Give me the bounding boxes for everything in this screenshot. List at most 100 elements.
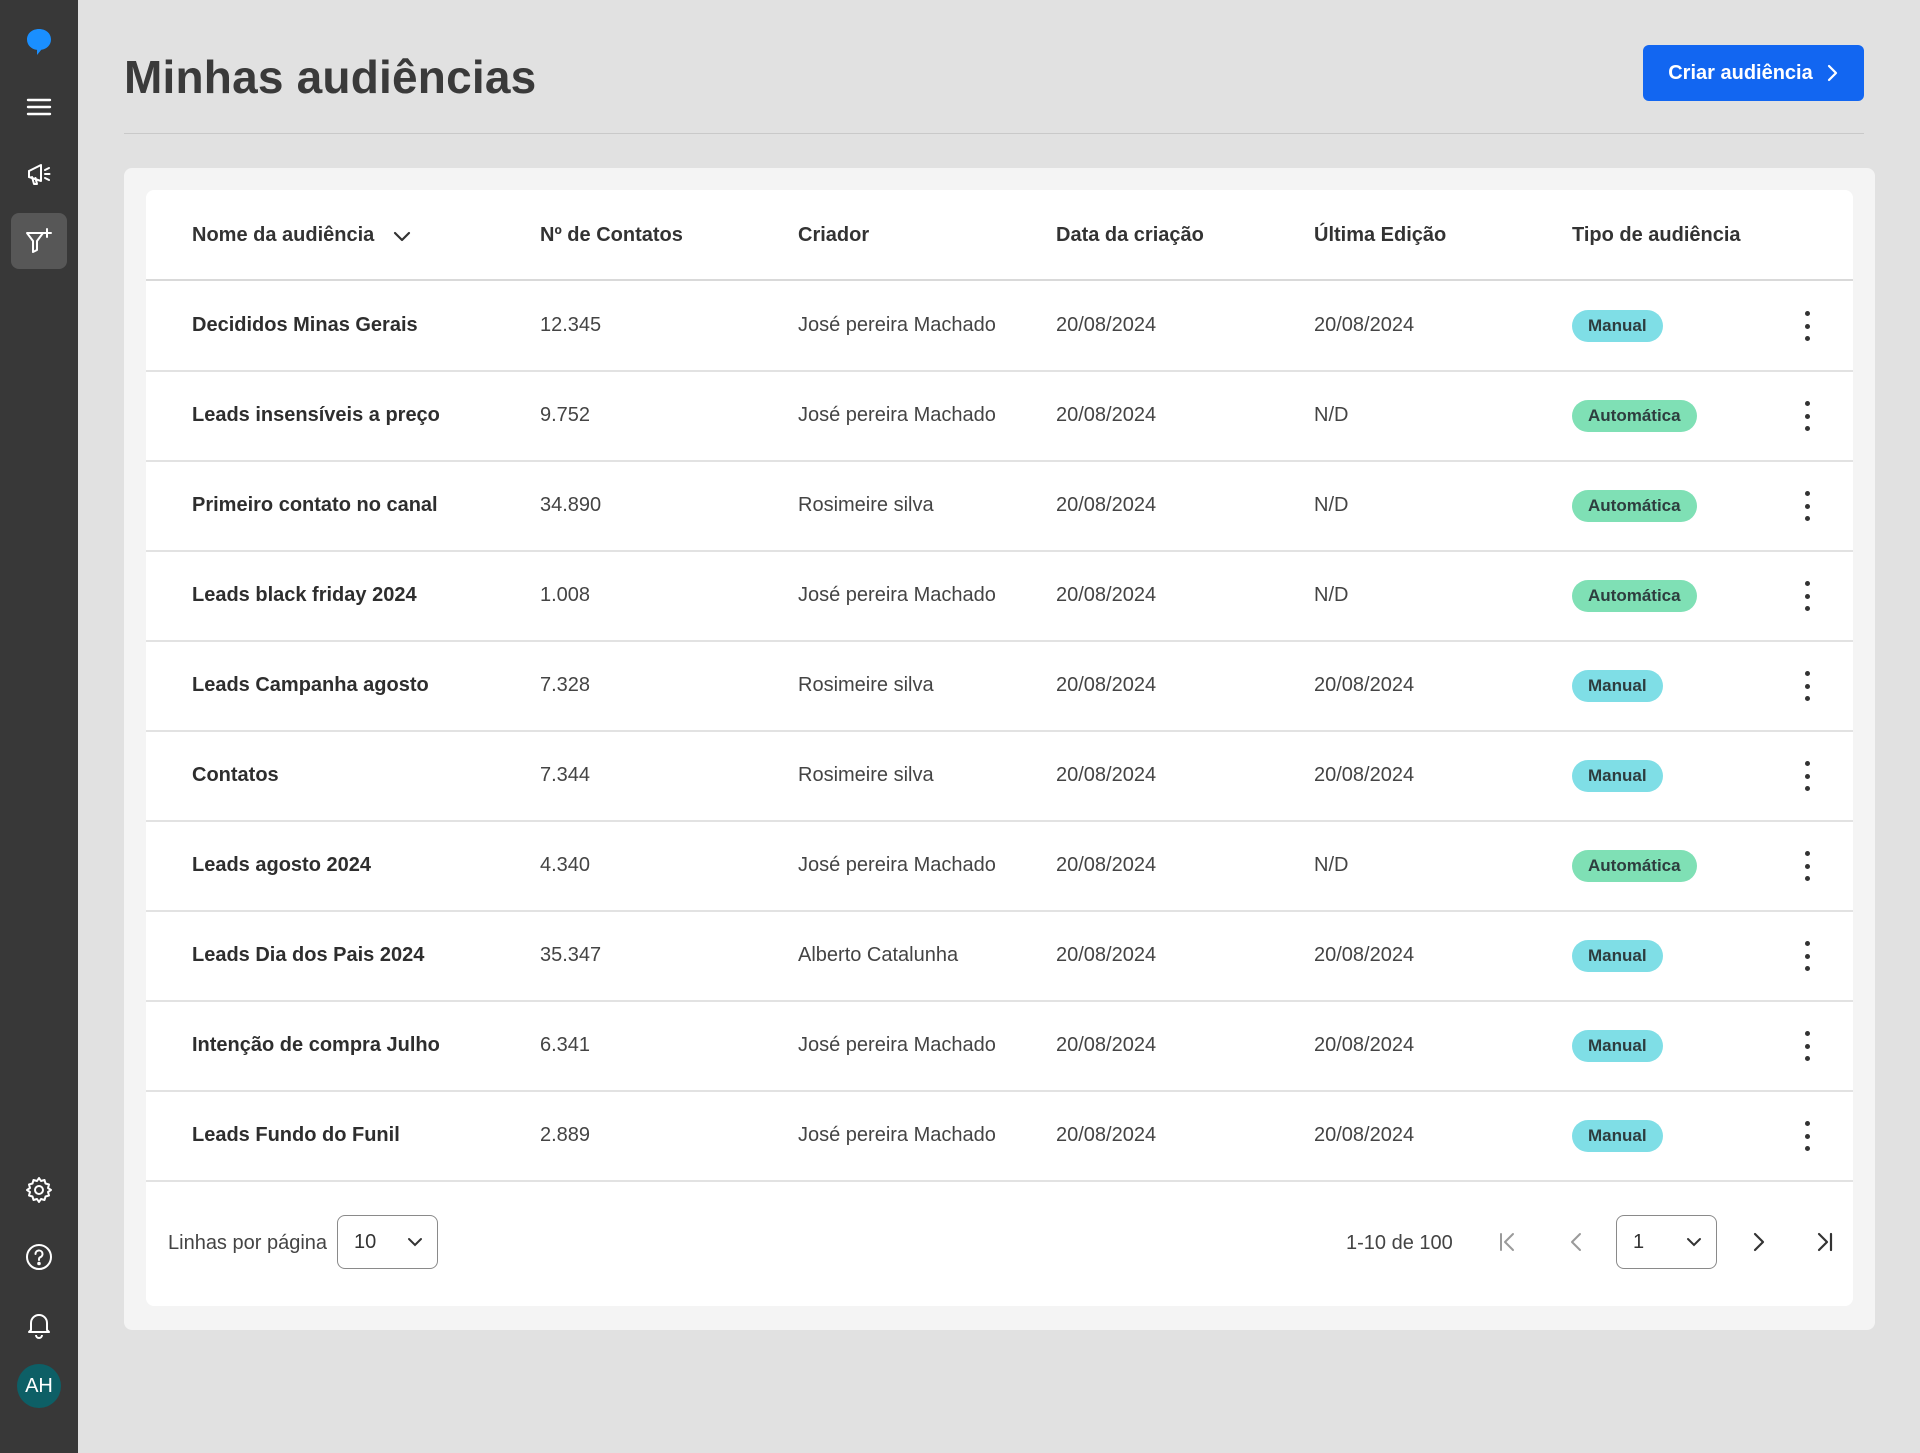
type-badge: Manual: [1572, 669, 1663, 702]
kebab-dot: [1804, 503, 1810, 509]
table-row[interactable]: Leads Dia dos Pais 2024 35.347 Alberto Cat…: [146, 911, 1853, 1002]
kebab-dot: [1804, 953, 1810, 959]
cell-creator: José pereira Machado: [798, 854, 996, 876]
kebab-dot: [1804, 786, 1810, 791]
cell-type: Manual: [1572, 731, 1663, 820]
kebab-dot: [1804, 876, 1810, 881]
kebab-dot: [1804, 311, 1810, 316]
first-page-icon[interactable]: [1486, 1215, 1530, 1269]
cell-contacts: 7.344: [540, 764, 591, 786]
type-badge: Automática: [1572, 849, 1697, 882]
help-icon[interactable]: [11, 1229, 67, 1285]
cell-creator: Alberto Catalunha: [798, 944, 959, 966]
audiences-table-card: Nome da audiência Nº de Contatos Criador…: [146, 190, 1853, 1306]
kebab-dot: [1804, 773, 1810, 779]
create-audience-button[interactable]: Criar audiência: [1643, 45, 1864, 101]
audience-filter-icon[interactable]: [11, 213, 67, 269]
cell-type: Manual: [1572, 911, 1663, 1000]
column-header-contacts: Nº de Contatos: [540, 224, 683, 246]
cell-type: Manual: [1572, 281, 1663, 370]
more-options-icon[interactable]: [1799, 581, 1815, 611]
table-row[interactable]: Leads agosto 2024 4.340 José pereira Macha…: [146, 821, 1853, 912]
cell-name: Leads Campanha agosto: [192, 674, 429, 696]
cell-name: Intenção de compra Julho: [192, 1034, 440, 1056]
table-row[interactable]: Leads Fundo do Funil 2.889 José pereira Ma…: [146, 1091, 1853, 1182]
cell-contacts: 2.889: [540, 1124, 591, 1146]
more-options-icon[interactable]: [1799, 1121, 1815, 1151]
table-row[interactable]: Intenção de compra Julho 6.341 José pereir…: [146, 1001, 1853, 1092]
cell-name: Leads insensíveis a preço: [192, 404, 440, 426]
kebab-dot: [1804, 761, 1810, 766]
table-row[interactable]: Decididos Minas Gerais 12.345 José pereira…: [146, 281, 1853, 372]
rows-per-page-select[interactable]: 10: [337, 1215, 438, 1269]
kebab-dot: [1804, 606, 1810, 611]
table-row[interactable]: Primeiro contato no canal 34.890 Rosimeire…: [146, 461, 1853, 552]
cell-type: Automática: [1572, 821, 1697, 910]
rows-per-page-value: 10: [354, 1230, 377, 1253]
rows-per-page-label: Linhas por página: [168, 1232, 328, 1254]
column-header-creator: Criador: [798, 224, 870, 246]
chevron-down-icon: [408, 1238, 422, 1247]
more-options-icon[interactable]: [1799, 491, 1815, 521]
cell-contacts: 4.340: [540, 854, 591, 876]
chevron-right-icon: [1827, 64, 1837, 82]
column-header-type: Tipo de audiência: [1572, 224, 1741, 246]
cell-created: 20/08/2024: [1056, 584, 1157, 606]
sidebar: AH: [0, 0, 78, 1453]
megaphone-icon[interactable]: [11, 146, 67, 202]
cell-contacts: 7.328: [540, 674, 591, 696]
more-options-icon[interactable]: [1799, 851, 1815, 881]
kebab-dot: [1804, 401, 1810, 406]
cell-created: 20/08/2024: [1056, 1124, 1157, 1146]
next-page-icon[interactable]: [1736, 1215, 1780, 1269]
page-select-value: 1: [1633, 1230, 1645, 1253]
cell-contacts: 35.347: [540, 944, 602, 966]
table-row[interactable]: Leads black friday 2024 1.008 José pereira…: [146, 551, 1853, 642]
page-select[interactable]: 1: [1616, 1215, 1717, 1269]
cell-created: 20/08/2024: [1056, 1034, 1157, 1056]
type-badge: Automática: [1572, 399, 1697, 432]
cell-contacts: 6.341: [540, 1034, 591, 1056]
menu-icon[interactable]: [11, 79, 67, 135]
kebab-dot: [1804, 1031, 1810, 1036]
cell-created: 20/08/2024: [1056, 854, 1157, 876]
previous-page-icon[interactable]: [1555, 1215, 1599, 1269]
cell-type: Automática: [1572, 461, 1697, 550]
kebab-dot: [1804, 1056, 1810, 1061]
cell-type: Automática: [1572, 371, 1697, 460]
app-logo-icon[interactable]: [11, 14, 67, 70]
table-row[interactable]: Contatos 7.344 Rosimeire silva 20/08/2024 20…: [146, 731, 1853, 822]
cell-contacts: 34.890: [540, 494, 602, 516]
cell-edited: N/D: [1314, 584, 1349, 606]
cell-type: Manual: [1572, 641, 1663, 730]
cell-edited: N/D: [1314, 494, 1349, 516]
more-options-icon[interactable]: [1799, 311, 1815, 341]
cell-creator: Rosimeire silva: [798, 764, 934, 786]
header-divider: [124, 133, 1864, 134]
more-options-icon[interactable]: [1799, 761, 1815, 791]
kebab-dot: [1804, 941, 1810, 946]
column-header-name-label: Nome da audiência: [192, 224, 375, 246]
type-badge: Manual: [1572, 759, 1663, 792]
column-header-name[interactable]: Nome da audiência: [192, 224, 412, 247]
last-page-icon[interactable]: [1802, 1215, 1846, 1269]
more-options-icon[interactable]: [1799, 671, 1815, 701]
cell-name: Leads black friday 2024: [192, 584, 417, 606]
avatar[interactable]: AH: [17, 1364, 61, 1408]
kebab-dot: [1804, 1146, 1810, 1151]
type-badge: Manual: [1572, 309, 1663, 342]
page-title: Minhas audiências: [124, 51, 537, 103]
table-row[interactable]: Leads Campanha agosto 7.328 Rosimeire silv…: [146, 641, 1853, 732]
cell-name: Leads Fundo do Funil: [192, 1124, 400, 1146]
gear-icon[interactable]: [11, 1162, 67, 1218]
cell-creator: Rosimeire silva: [798, 494, 934, 516]
cell-name: Decididos Minas Gerais: [192, 314, 418, 336]
more-options-icon[interactable]: [1799, 1031, 1815, 1061]
more-options-icon[interactable]: [1799, 401, 1815, 431]
table-row[interactable]: Leads insensíveis a preço 9.752 José perei…: [146, 371, 1853, 462]
kebab-dot: [1804, 671, 1810, 676]
bell-icon[interactable]: [11, 1296, 67, 1352]
cell-type: Manual: [1572, 1001, 1663, 1090]
more-options-icon[interactable]: [1799, 941, 1815, 971]
kebab-dot: [1804, 696, 1810, 701]
